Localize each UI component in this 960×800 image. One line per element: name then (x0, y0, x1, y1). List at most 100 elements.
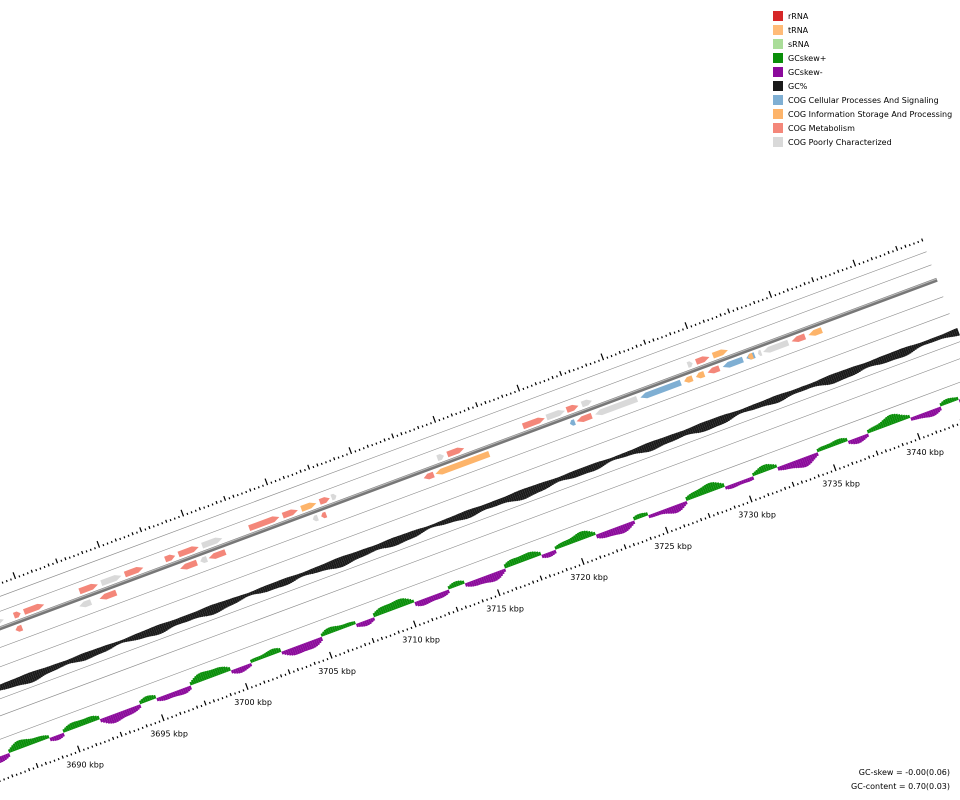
scale-tick (383, 438, 386, 442)
gc-content-bar (455, 514, 460, 522)
gc-content-bar (812, 381, 816, 387)
gc-content-bar (187, 614, 192, 621)
gc-content-bar (755, 402, 760, 409)
gc-skew-bar (342, 623, 346, 629)
statistics: GC-skew = -0.00(0.06) GC-content = 0.70(… (851, 766, 950, 794)
scale-tick (612, 551, 614, 555)
gc-content-bar (193, 611, 198, 619)
gc-skew-bar (522, 553, 528, 562)
gc-skew-bar (393, 600, 399, 610)
gc-skew-bar (132, 706, 137, 713)
gc-content-bar (729, 412, 734, 419)
gc-content-bar (62, 660, 66, 666)
scale-tick (333, 457, 336, 461)
gc-content-bar (90, 649, 95, 658)
gc-skew-bar (118, 711, 123, 720)
guide-line (0, 313, 950, 668)
gc-skew-bar (636, 513, 641, 520)
gc-skew-bar (830, 442, 834, 448)
gc-content-bar (372, 545, 377, 552)
gc-skew-bar (62, 728, 66, 733)
scale-tick (829, 273, 831, 276)
scale-tick (921, 238, 924, 242)
gc-content-bar (477, 506, 482, 513)
gc-content-bar (356, 550, 362, 559)
scale-tick (620, 548, 623, 551)
gc-content-bar (374, 544, 379, 551)
gc-skew-bar (686, 495, 691, 501)
gc-content-bar (656, 438, 662, 447)
gc-content-bar (763, 399, 768, 406)
gc-skew-bar (451, 582, 455, 589)
scale-tick (413, 620, 417, 628)
gc-content-bar (23, 674, 30, 685)
gc-content-bar (703, 421, 709, 431)
gc-skew-bar (113, 713, 120, 723)
gc-skew-bar (779, 465, 783, 471)
gc-skew-bar (495, 571, 500, 580)
gc-content-bar (197, 610, 202, 618)
gc-skew-bar (863, 434, 868, 439)
gc-skew-bar (251, 658, 256, 663)
gc-skew-bar (528, 551, 534, 559)
gc-content-bar (719, 415, 725, 425)
gc-content-bar (608, 457, 612, 462)
gc-content-bar (425, 526, 429, 530)
gc-content-bar (281, 578, 287, 587)
gc-content-bar (943, 333, 947, 339)
gc-skew-bar (174, 690, 179, 697)
gc-skew-bar (881, 419, 887, 428)
scale-tick (171, 715, 173, 719)
gc-skew-bar (422, 598, 427, 606)
gc-content-bar (322, 563, 327, 571)
gc-skew-bar (329, 626, 334, 634)
scale-tick (851, 461, 854, 465)
gc-skew-bar (603, 531, 609, 538)
scale-tick (203, 506, 206, 509)
gc-skew-bar (55, 735, 60, 741)
gc-skew-bar (505, 562, 510, 568)
gc-skew-bar (774, 464, 778, 469)
gc-skew-bar (576, 532, 582, 541)
gc-content-bar (410, 530, 416, 538)
scale-tick (5, 579, 8, 583)
gc-skew-bar (914, 415, 918, 420)
gc-content-bar (48, 665, 53, 673)
gc-skew-bar (323, 629, 328, 636)
gc-skew-bar (592, 531, 596, 536)
gc-content-bar (759, 401, 764, 408)
gc-skew-bar (336, 625, 340, 631)
gc-content-bar (306, 570, 310, 576)
gc-skew-bar (859, 435, 864, 442)
scale-tick (15, 773, 18, 776)
scale-tick (788, 486, 791, 489)
gc-skew-bar (249, 659, 254, 664)
gc-skew-bar (218, 666, 223, 675)
gc-skew-bar (107, 715, 113, 724)
gc-content-bar (925, 340, 929, 345)
gc-skew-bar (166, 693, 171, 700)
gc-skew-bar (547, 552, 552, 558)
gc-content-bar (463, 510, 469, 520)
gc-skew-bar (503, 568, 507, 573)
scale-tick (91, 745, 94, 748)
gc-content-bar (576, 469, 581, 477)
gc-skew-bar (824, 444, 828, 450)
gc-skew-bar (293, 646, 299, 655)
scale-tick (196, 705, 199, 709)
scale-tick (467, 407, 470, 411)
scale-tick (255, 684, 257, 687)
legend-swatch (773, 53, 783, 63)
scale-tick (675, 528, 677, 531)
scale-tick (952, 424, 955, 428)
gc-skew-bar (182, 687, 187, 695)
outer-scale-ticks (1, 238, 924, 584)
gc-content-bar (582, 466, 587, 475)
gc-skew-bar (791, 461, 796, 469)
scale-tick (464, 605, 467, 609)
scale-tick (738, 504, 740, 508)
gc-skew-bar (762, 464, 768, 472)
gene-arrow (423, 471, 435, 480)
scale-tick (837, 269, 840, 273)
gc-skew-bar (57, 734, 62, 740)
